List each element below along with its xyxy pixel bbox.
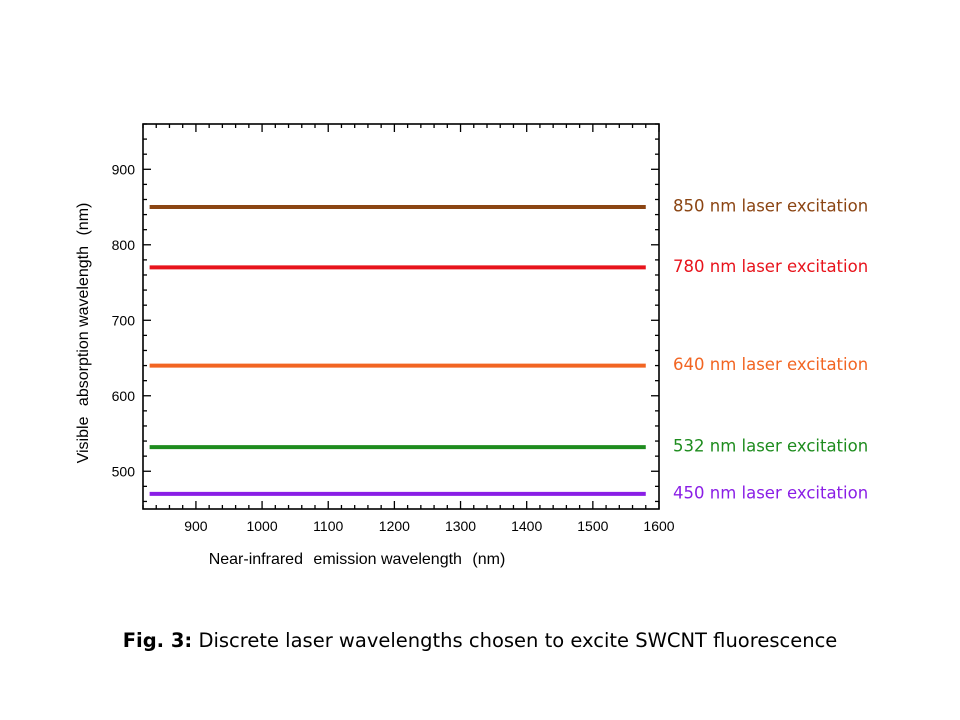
- plot-frame: [142, 123, 660, 510]
- y-tick-label: 500: [112, 463, 136, 479]
- y-axis-label-part2: absorption wavelength: [75, 246, 92, 406]
- x-tick-label: 1400: [511, 518, 542, 534]
- x-tick-label: 1600: [643, 518, 674, 534]
- y-tick-label: 700: [112, 312, 136, 328]
- tick-marks: [142, 123, 660, 509]
- y-axis-label: Visible absorption wavelength (nm): [75, 203, 92, 464]
- x-tick-label: 1200: [379, 518, 410, 534]
- x-tick-label: 1100: [313, 518, 343, 534]
- x-axis-label-part2: emission wavelength: [313, 551, 462, 568]
- caption-label: Fig. 3:: [122, 629, 193, 652]
- y-axis-label-part3: (nm): [75, 203, 92, 236]
- x-axis-label-part1: Near-infrared: [209, 551, 303, 568]
- x-tick-label: 1300: [445, 518, 476, 534]
- x-tick-label: 900: [184, 518, 208, 534]
- series-label: 532 nm laser excitation: [673, 437, 868, 456]
- series-label: 850 nm laser excitation: [673, 197, 868, 216]
- y-tick-labels: 500 600 700 800 900: [112, 161, 136, 479]
- series-label: 640 nm laser excitation: [673, 355, 868, 374]
- x-tick-label: 1500: [577, 518, 608, 534]
- x-axis-label-part3: (nm): [472, 551, 505, 568]
- y-tick-label: 900: [112, 161, 136, 177]
- caption-text: Discrete laser wavelengths chosen to exc…: [198, 629, 838, 652]
- series-label: 780 nm laser excitation: [673, 257, 868, 276]
- series-lines: [149, 205, 646, 496]
- y-tick-label: 600: [112, 388, 136, 404]
- x-tick-label: 1000: [246, 518, 277, 534]
- x-tick-labels: 900 1000 1100 1200 1300 1400 1500 1600: [184, 518, 675, 534]
- series-labels: 850 nm laser excitation 780 nm laser exci…: [673, 197, 868, 503]
- series-label: 450 nm laser excitation: [673, 483, 868, 502]
- y-tick-label: 800: [112, 237, 136, 253]
- figure-caption: Fig. 3: Discrete laser wavelengths chose…: [0, 629, 960, 652]
- x-axis-label: Near-infrared emission wavelength (nm): [209, 551, 506, 568]
- y-axis-label-part1: Visible: [75, 416, 92, 463]
